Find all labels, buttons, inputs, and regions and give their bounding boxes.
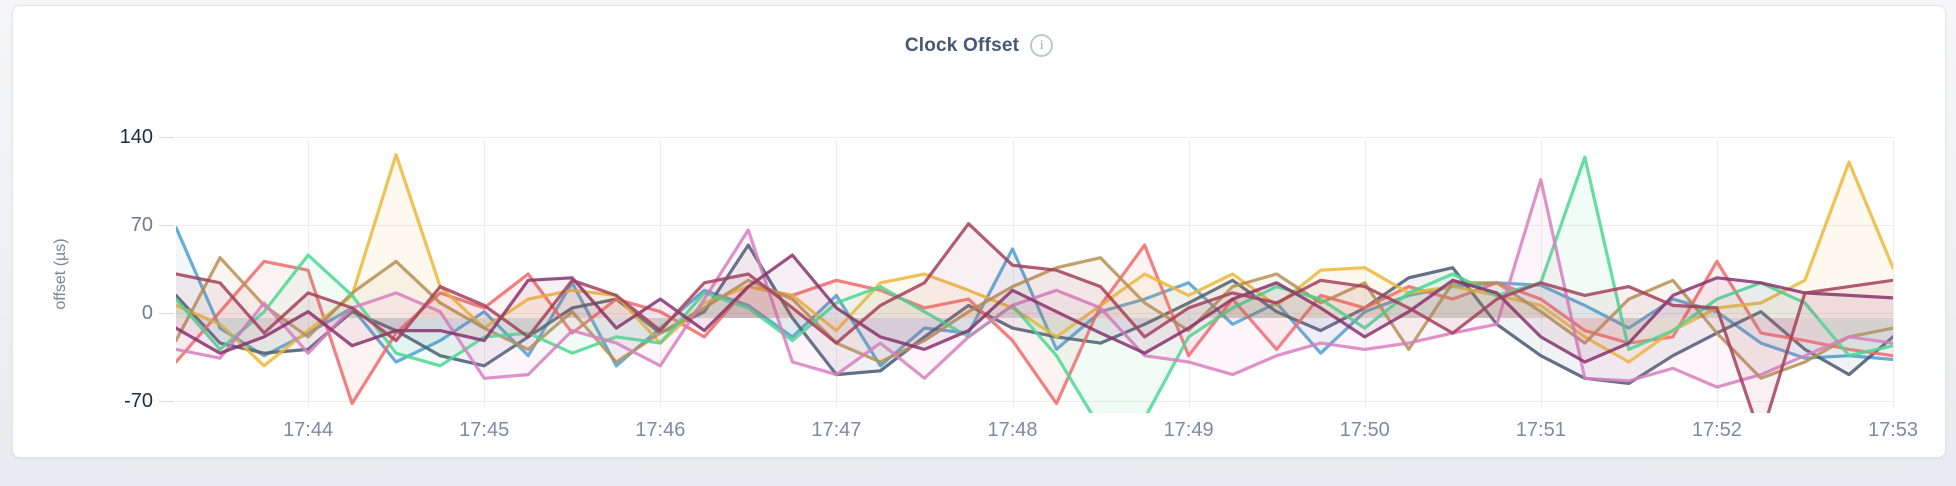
y-tick-dash: [159, 401, 174, 402]
series-area-gold: [176, 154, 1893, 366]
clock-offset-chart-card: Clock Offset i offset (µs) 140 70 0 -70 17:4…: [12, 5, 1946, 458]
series-line-orchid-pink[interactable]: [176, 178, 1893, 389]
x-tick-label: 17:50: [1339, 419, 1390, 441]
y-tick-label: 70: [130, 214, 153, 236]
x-tick-label: 17:53: [1867, 419, 1919, 441]
chart-title: Clock Offset: [904, 34, 1020, 56]
y-tick-dash: [159, 225, 174, 226]
y-tick-dash: [159, 313, 174, 314]
x-tick-label: 17:51: [1515, 419, 1566, 441]
x-tick-label: 17:45: [459, 419, 510, 441]
x-tick-label: 17:49: [1163, 419, 1214, 441]
x-tick-label: 17:52: [1691, 419, 1742, 441]
v-gridline: [1188, 140, 1190, 408]
h-gridline: [176, 313, 1893, 314]
x-tick-label: 17:44: [283, 419, 334, 441]
v-gridline: [1012, 140, 1014, 408]
h-gridline: [176, 401, 1893, 402]
x-tick-label: 17:47: [811, 419, 862, 441]
y-tick-label: 0: [141, 302, 153, 324]
series-line-gold[interactable]: [176, 153, 1893, 368]
v-gridline: [1540, 140, 1542, 408]
series-line-khaki[interactable]: [176, 256, 1893, 380]
series-area-orchid-pink: [176, 179, 1893, 388]
y-tick-dash: [159, 137, 174, 138]
series-line-salmon[interactable]: [176, 243, 1893, 406]
info-icon[interactable]: i: [1030, 34, 1054, 57]
series-area-sky-blue: [176, 227, 1893, 366]
x-tick-label: 17:48: [987, 419, 1038, 441]
v-gridline: [1716, 140, 1718, 408]
v-gridline: [660, 140, 662, 408]
plot-area[interactable]: [176, 136, 1893, 413]
h-gridline: [176, 137, 1893, 138]
chart-header: Clock Offset i: [13, 34, 1945, 57]
y-tick-label: -70: [124, 390, 153, 412]
series-area-maroon: [176, 223, 1893, 413]
h-gridline: [176, 225, 1893, 226]
x-tick-label: 17:46: [635, 419, 686, 441]
series-line-mint-green[interactable]: [176, 155, 1893, 413]
series-line-maroon[interactable]: [176, 222, 1893, 413]
v-gridline: [836, 140, 838, 408]
series-line-dark-magenta[interactable]: [176, 253, 1893, 364]
y-tick-label: 140: [119, 126, 153, 148]
v-gridline: [1893, 140, 1894, 408]
v-gridline: [484, 140, 486, 408]
series-area-dark-magenta: [176, 255, 1893, 362]
v-gridline: [1364, 140, 1366, 408]
y-axis-title: offset (µs): [52, 238, 69, 310]
